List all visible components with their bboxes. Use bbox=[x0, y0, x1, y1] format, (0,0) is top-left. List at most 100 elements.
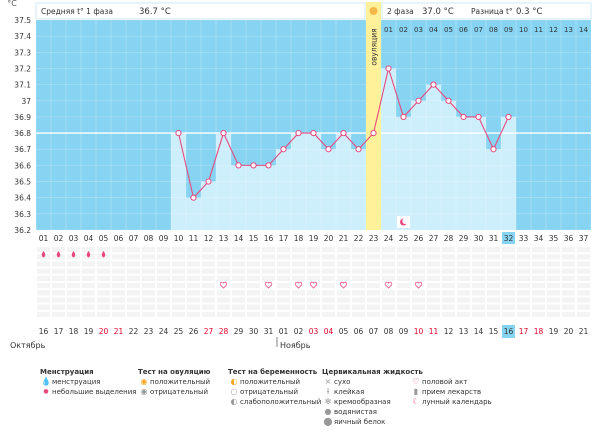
tracking-cell[interactable] bbox=[562, 283, 575, 289]
tracking-cell[interactable] bbox=[292, 254, 305, 260]
tracking-cell[interactable] bbox=[472, 290, 485, 296]
tracking-cell[interactable] bbox=[367, 290, 380, 296]
tracking-cell[interactable] bbox=[442, 304, 455, 310]
tracking-cell[interactable] bbox=[277, 304, 290, 310]
temperature-point[interactable] bbox=[280, 146, 287, 153]
tracking-cell[interactable] bbox=[202, 247, 215, 253]
tracking-cell[interactable] bbox=[157, 304, 170, 310]
tracking-cell[interactable] bbox=[187, 261, 200, 267]
tracking-cell[interactable] bbox=[502, 275, 515, 281]
tracking-cell[interactable] bbox=[487, 311, 500, 317]
tracking-cell[interactable] bbox=[322, 311, 335, 317]
tracking-cell[interactable] bbox=[352, 283, 365, 289]
tracking-cell[interactable] bbox=[127, 275, 140, 281]
tracking-cell[interactable] bbox=[112, 297, 125, 303]
tracking-cell[interactable] bbox=[172, 297, 185, 303]
tracking-cell[interactable] bbox=[487, 275, 500, 281]
tracking-cell[interactable] bbox=[232, 247, 245, 253]
tracking-cell[interactable] bbox=[352, 275, 365, 281]
tracking-cell[interactable] bbox=[367, 304, 380, 310]
tracking-cell[interactable] bbox=[292, 247, 305, 253]
tracking-cell[interactable] bbox=[217, 311, 230, 317]
tracking-cell[interactable] bbox=[442, 268, 455, 274]
temperature-point[interactable] bbox=[415, 97, 422, 104]
tracking-cell[interactable] bbox=[172, 254, 185, 260]
tracking-cell[interactable] bbox=[382, 304, 395, 310]
tracking-cell[interactable] bbox=[412, 297, 425, 303]
heart-icon[interactable] bbox=[219, 281, 228, 289]
tracking-cell[interactable] bbox=[247, 283, 260, 289]
tracking-cell[interactable] bbox=[367, 254, 380, 260]
tracking-cell[interactable] bbox=[517, 261, 530, 267]
tracking-cell[interactable] bbox=[337, 297, 350, 303]
tracking-cell[interactable] bbox=[577, 275, 590, 281]
tracking-cell[interactable] bbox=[337, 254, 350, 260]
tracking-cell[interactable] bbox=[247, 304, 260, 310]
tracking-cell[interactable] bbox=[52, 290, 65, 296]
tracking-cell[interactable] bbox=[412, 254, 425, 260]
tracking-cell[interactable] bbox=[187, 268, 200, 274]
tracking-cell[interactable] bbox=[232, 304, 245, 310]
tracking-cell[interactable] bbox=[127, 304, 140, 310]
tracking-cell[interactable] bbox=[262, 268, 275, 274]
tracking-cell[interactable] bbox=[472, 268, 485, 274]
tracking-cell[interactable] bbox=[112, 268, 125, 274]
tracking-cell[interactable] bbox=[427, 268, 440, 274]
tracking-cell[interactable] bbox=[307, 247, 320, 253]
tracking-cell[interactable] bbox=[97, 268, 110, 274]
tracking-cell[interactable] bbox=[502, 268, 515, 274]
tracking-cell[interactable] bbox=[127, 290, 140, 296]
tracking-cell[interactable] bbox=[52, 261, 65, 267]
tracking-cell[interactable] bbox=[262, 297, 275, 303]
tracking-cell[interactable] bbox=[367, 283, 380, 289]
tracking-cell[interactable] bbox=[427, 254, 440, 260]
tracking-cell[interactable] bbox=[217, 275, 230, 281]
menstruation-drop-icon[interactable] bbox=[56, 251, 61, 258]
tracking-cell[interactable] bbox=[67, 268, 80, 274]
tracking-cell[interactable] bbox=[532, 268, 545, 274]
tracking-cell[interactable] bbox=[352, 247, 365, 253]
tracking-cell[interactable] bbox=[457, 268, 470, 274]
tracking-cell[interactable] bbox=[532, 304, 545, 310]
tracking-cell[interactable] bbox=[412, 247, 425, 253]
temperature-point[interactable] bbox=[250, 162, 257, 169]
tracking-cell[interactable] bbox=[457, 290, 470, 296]
tracking-cell[interactable] bbox=[397, 290, 410, 296]
tracking-cell[interactable] bbox=[202, 297, 215, 303]
tracking-cell[interactable] bbox=[82, 275, 95, 281]
tracking-cell[interactable] bbox=[67, 261, 80, 267]
tracking-cell[interactable] bbox=[307, 304, 320, 310]
tracking-cell[interactable] bbox=[232, 290, 245, 296]
tracking-cell[interactable] bbox=[412, 268, 425, 274]
temperature-point[interactable] bbox=[340, 129, 347, 137]
tracking-cell[interactable] bbox=[547, 247, 560, 253]
tracking-cell[interactable] bbox=[97, 304, 110, 310]
tracking-cell[interactable] bbox=[157, 268, 170, 274]
tracking-cell[interactable] bbox=[457, 254, 470, 260]
tracking-cell[interactable] bbox=[397, 304, 410, 310]
tracking-cell[interactable] bbox=[517, 254, 530, 260]
tracking-cell[interactable] bbox=[457, 304, 470, 310]
tracking-cell[interactable] bbox=[97, 311, 110, 317]
tracking-cell[interactable] bbox=[532, 261, 545, 267]
tracking-cell[interactable] bbox=[52, 311, 65, 317]
tracking-cell[interactable] bbox=[442, 247, 455, 253]
tracking-cell[interactable] bbox=[82, 283, 95, 289]
tracking-cell[interactable] bbox=[262, 275, 275, 281]
tracking-cell[interactable] bbox=[427, 290, 440, 296]
tracking-cell[interactable] bbox=[277, 254, 290, 260]
tracking-cell[interactable] bbox=[277, 311, 290, 317]
tracking-cell[interactable] bbox=[142, 261, 155, 267]
temperature-point[interactable] bbox=[235, 162, 242, 169]
tracking-cell[interactable] bbox=[397, 283, 410, 289]
tracking-cell[interactable] bbox=[307, 275, 320, 281]
tracking-cell[interactable] bbox=[457, 311, 470, 317]
tracking-cell[interactable] bbox=[442, 254, 455, 260]
tracking-cell[interactable] bbox=[472, 275, 485, 281]
tracking-cell[interactable] bbox=[262, 290, 275, 296]
tracking-cell[interactable] bbox=[397, 297, 410, 303]
tracking-cell[interactable] bbox=[577, 261, 590, 267]
tracking-cell[interactable] bbox=[472, 297, 485, 303]
tracking-cell[interactable] bbox=[112, 283, 125, 289]
tracking-cell[interactable] bbox=[367, 311, 380, 317]
